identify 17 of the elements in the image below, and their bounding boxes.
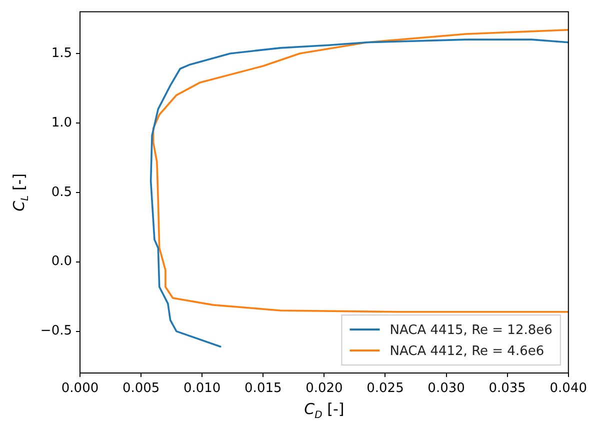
x-tick-label: 0.020 <box>306 381 343 396</box>
x-tick-label: 0.015 <box>244 381 282 396</box>
y-tick-label: 0.5 <box>51 184 72 200</box>
x-tick-label: 0.030 <box>428 381 465 396</box>
x-tick-label: 0.025 <box>366 381 404 396</box>
x-tick-label: 0.010 <box>183 381 221 396</box>
x-tick-label: 0.000 <box>61 381 99 396</box>
y-tick-label: 0.0 <box>51 254 72 270</box>
x-tick-label: 0.040 <box>550 381 587 396</box>
y-tick-label: 1.5 <box>51 46 72 61</box>
x-tick-label: 0.005 <box>122 381 160 396</box>
y-tick-label: −0.5 <box>40 324 72 339</box>
y-axis-title: CL [-] <box>10 173 31 212</box>
legend-label: NACA 4412, Re = 4.6e6 <box>390 344 544 359</box>
legend-label: NACA 4415, Re = 12.8e6 <box>390 322 552 338</box>
x-tick-label: 0.035 <box>488 381 526 396</box>
y-tick-label: 1.0 <box>51 115 72 130</box>
